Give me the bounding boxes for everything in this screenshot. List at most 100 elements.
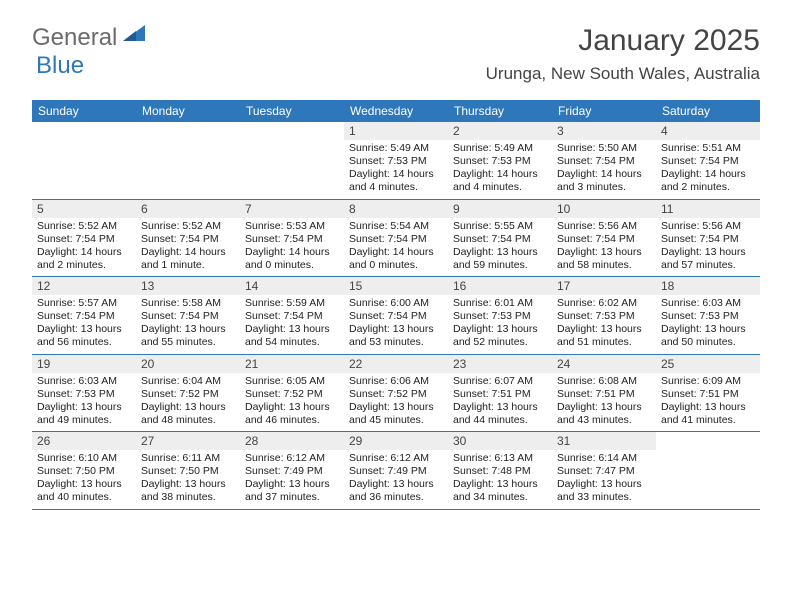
calendar-row: 1Sunrise: 5:49 AMSunset: 7:53 PMDaylight… (32, 122, 760, 200)
calendar-row: 19Sunrise: 6:03 AMSunset: 7:53 PMDayligh… (32, 355, 760, 433)
calendar: Sunday Monday Tuesday Wednesday Thursday… (32, 100, 760, 510)
sunrise-text: Sunrise: 5:51 AM (661, 142, 755, 155)
day-data: Sunrise: 6:14 AMSunset: 7:47 PMDaylight:… (552, 450, 656, 509)
logo-text-blue: Blue (36, 52, 84, 80)
daylight-text: Daylight: 13 hours and 49 minutes. (37, 401, 131, 427)
day-number: 12 (32, 277, 136, 295)
calendar-cell: 19Sunrise: 6:03 AMSunset: 7:53 PMDayligh… (32, 355, 136, 432)
weekday-header: Thursday (448, 100, 552, 122)
weekday-header: Sunday (32, 100, 136, 122)
day-number: 22 (344, 355, 448, 373)
sunrise-text: Sunrise: 5:58 AM (141, 297, 235, 310)
day-number: 4 (656, 122, 760, 140)
sunset-text: Sunset: 7:53 PM (349, 155, 443, 168)
calendar-cell: 21Sunrise: 6:05 AMSunset: 7:52 PMDayligh… (240, 355, 344, 432)
sunrise-text: Sunrise: 6:05 AM (245, 375, 339, 388)
calendar-row: 5Sunrise: 5:52 AMSunset: 7:54 PMDaylight… (32, 200, 760, 278)
sunrise-text: Sunrise: 6:01 AM (453, 297, 547, 310)
sunset-text: Sunset: 7:54 PM (349, 310, 443, 323)
sunset-text: Sunset: 7:49 PM (245, 465, 339, 478)
sunrise-text: Sunrise: 6:00 AM (349, 297, 443, 310)
sunrise-text: Sunrise: 6:04 AM (141, 375, 235, 388)
day-data: Sunrise: 5:52 AMSunset: 7:54 PMDaylight:… (136, 218, 240, 277)
day-data: Sunrise: 6:03 AMSunset: 7:53 PMDaylight:… (32, 373, 136, 432)
logo-text-general: General (32, 24, 117, 52)
day-data: Sunrise: 5:57 AMSunset: 7:54 PMDaylight:… (32, 295, 136, 354)
calendar-cell: 4Sunrise: 5:51 AMSunset: 7:54 PMDaylight… (656, 122, 760, 199)
sunset-text: Sunset: 7:54 PM (37, 310, 131, 323)
weekday-header: Saturday (656, 100, 760, 122)
sunset-text: Sunset: 7:54 PM (557, 155, 651, 168)
sunrise-text: Sunrise: 5:49 AM (349, 142, 443, 155)
calendar-cell: 7Sunrise: 5:53 AMSunset: 7:54 PMDaylight… (240, 200, 344, 277)
day-data: Sunrise: 6:07 AMSunset: 7:51 PMDaylight:… (448, 373, 552, 432)
sunset-text: Sunset: 7:49 PM (349, 465, 443, 478)
day-number: 7 (240, 200, 344, 218)
day-data: Sunrise: 5:58 AMSunset: 7:54 PMDaylight:… (136, 295, 240, 354)
day-number: 13 (136, 277, 240, 295)
day-data: Sunrise: 6:08 AMSunset: 7:51 PMDaylight:… (552, 373, 656, 432)
day-number: 17 (552, 277, 656, 295)
weekday-header: Friday (552, 100, 656, 122)
daylight-text: Daylight: 13 hours and 38 minutes. (141, 478, 235, 504)
calendar-cell: 2Sunrise: 5:49 AMSunset: 7:53 PMDaylight… (448, 122, 552, 199)
sunrise-text: Sunrise: 5:56 AM (557, 220, 651, 233)
day-data: Sunrise: 6:11 AMSunset: 7:50 PMDaylight:… (136, 450, 240, 509)
sunrise-text: Sunrise: 6:03 AM (37, 375, 131, 388)
calendar-cell: 17Sunrise: 6:02 AMSunset: 7:53 PMDayligh… (552, 277, 656, 354)
daylight-text: Daylight: 13 hours and 58 minutes. (557, 246, 651, 272)
sunset-text: Sunset: 7:54 PM (245, 233, 339, 246)
calendar-cell: 25Sunrise: 6:09 AMSunset: 7:51 PMDayligh… (656, 355, 760, 432)
calendar-cell: 12Sunrise: 5:57 AMSunset: 7:54 PMDayligh… (32, 277, 136, 354)
daylight-text: Daylight: 14 hours and 0 minutes. (245, 246, 339, 272)
day-number: 25 (656, 355, 760, 373)
day-data: Sunrise: 6:06 AMSunset: 7:52 PMDaylight:… (344, 373, 448, 432)
sunset-text: Sunset: 7:54 PM (661, 155, 755, 168)
sunset-text: Sunset: 7:54 PM (141, 310, 235, 323)
sunset-text: Sunset: 7:51 PM (453, 388, 547, 401)
sunset-text: Sunset: 7:53 PM (37, 388, 131, 401)
sunrise-text: Sunrise: 5:54 AM (349, 220, 443, 233)
calendar-cell (32, 122, 136, 199)
day-data: Sunrise: 5:56 AMSunset: 7:54 PMDaylight:… (656, 218, 760, 277)
day-data: Sunrise: 6:12 AMSunset: 7:49 PMDaylight:… (240, 450, 344, 509)
daylight-text: Daylight: 13 hours and 44 minutes. (453, 401, 547, 427)
daylight-text: Daylight: 13 hours and 45 minutes. (349, 401, 443, 427)
day-number: 10 (552, 200, 656, 218)
day-data: Sunrise: 6:00 AMSunset: 7:54 PMDaylight:… (344, 295, 448, 354)
daylight-text: Daylight: 13 hours and 41 minutes. (661, 401, 755, 427)
sunset-text: Sunset: 7:54 PM (557, 233, 651, 246)
sunset-text: Sunset: 7:52 PM (349, 388, 443, 401)
sunrise-text: Sunrise: 5:57 AM (37, 297, 131, 310)
daylight-text: Daylight: 13 hours and 52 minutes. (453, 323, 547, 349)
calendar-body: 1Sunrise: 5:49 AMSunset: 7:53 PMDaylight… (32, 122, 760, 510)
day-number: 29 (344, 432, 448, 450)
sunset-text: Sunset: 7:51 PM (661, 388, 755, 401)
calendar-cell: 11Sunrise: 5:56 AMSunset: 7:54 PMDayligh… (656, 200, 760, 277)
day-number: 3 (552, 122, 656, 140)
sunrise-text: Sunrise: 6:12 AM (245, 452, 339, 465)
day-data: Sunrise: 6:05 AMSunset: 7:52 PMDaylight:… (240, 373, 344, 432)
calendar-cell: 29Sunrise: 6:12 AMSunset: 7:49 PMDayligh… (344, 432, 448, 509)
day-number: 8 (344, 200, 448, 218)
sunset-text: Sunset: 7:54 PM (349, 233, 443, 246)
daylight-text: Daylight: 13 hours and 56 minutes. (37, 323, 131, 349)
calendar-cell: 13Sunrise: 5:58 AMSunset: 7:54 PMDayligh… (136, 277, 240, 354)
sunrise-text: Sunrise: 6:10 AM (37, 452, 131, 465)
sunset-text: Sunset: 7:48 PM (453, 465, 547, 478)
sunrise-text: Sunrise: 6:03 AM (661, 297, 755, 310)
sunset-text: Sunset: 7:53 PM (661, 310, 755, 323)
day-data: Sunrise: 6:03 AMSunset: 7:53 PMDaylight:… (656, 295, 760, 354)
sunset-text: Sunset: 7:54 PM (141, 233, 235, 246)
day-number: 21 (240, 355, 344, 373)
day-data: Sunrise: 6:02 AMSunset: 7:53 PMDaylight:… (552, 295, 656, 354)
day-number: 31 (552, 432, 656, 450)
daylight-text: Daylight: 13 hours and 59 minutes. (453, 246, 547, 272)
day-data: Sunrise: 5:50 AMSunset: 7:54 PMDaylight:… (552, 140, 656, 199)
calendar-cell: 28Sunrise: 6:12 AMSunset: 7:49 PMDayligh… (240, 432, 344, 509)
sunrise-text: Sunrise: 6:13 AM (453, 452, 547, 465)
daylight-text: Daylight: 14 hours and 0 minutes. (349, 246, 443, 272)
page: General January 2025 Urunga, New South W… (0, 0, 792, 534)
calendar-cell: 6Sunrise: 5:52 AMSunset: 7:54 PMDaylight… (136, 200, 240, 277)
daylight-text: Daylight: 14 hours and 1 minute. (141, 246, 235, 272)
